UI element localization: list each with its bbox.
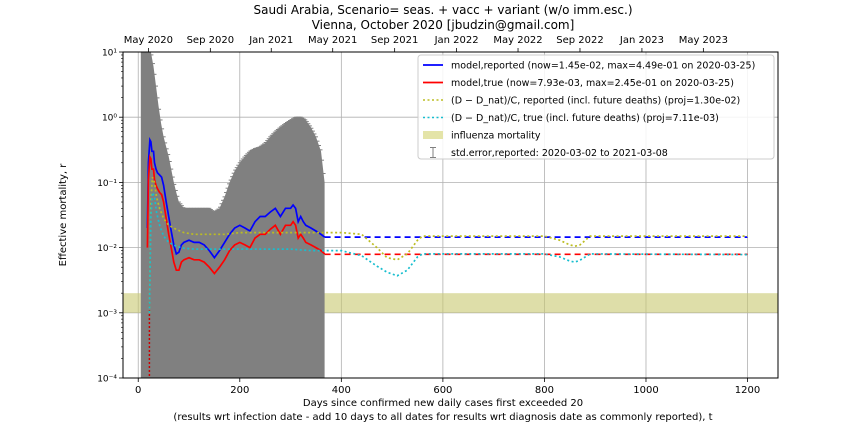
x-tick-label: 0 (135, 385, 141, 396)
legend: model,reported (now=1.45e-02, max=4.49e-… (417, 54, 775, 160)
top-tick-label: May 2022 (493, 35, 542, 46)
y-tick-label: 10⁻² (97, 244, 117, 254)
series-line (146, 154, 326, 275)
y-tick-label: 10⁻¹ (97, 179, 117, 189)
x-tick-label: 800 (535, 385, 554, 396)
top-tick-label: May 2021 (308, 35, 357, 46)
chart-subtitle: Vienna, October 2020 [jbudzin@gmail.com] (312, 18, 575, 32)
top-tick-label: May 2023 (679, 35, 728, 46)
y-tick-label: 10⁰ (102, 114, 117, 124)
top-tick-label: May 2020 (124, 35, 173, 46)
y-tick-label: 10⁻³ (97, 309, 117, 319)
top-tick-label: Sep 2021 (371, 35, 418, 46)
x-tick-label: 200 (230, 385, 249, 396)
x-tick-label: 1000 (633, 385, 658, 396)
axes-frame (122, 51, 779, 379)
x-tick-label: 600 (433, 385, 452, 396)
series-line (146, 136, 326, 260)
top-tick-label: Jan 2023 (619, 35, 664, 46)
legend-label: (D − D_nat)/C, true (incl. future deaths… (451, 113, 719, 124)
legend-box (417, 54, 775, 160)
x-axis-sublabel: (results wrt infection date - add 10 day… (173, 412, 712, 423)
legend-label: influenza mortality (451, 131, 541, 142)
legend-label: model,reported (now=1.45e-02, max=4.49e-… (451, 61, 755, 72)
legend-label: model,true (now=7.93e-03, max=2.45e-01 o… (451, 78, 734, 89)
x-tick-label: 1200 (735, 385, 760, 396)
top-tick-label: Jan 2022 (434, 35, 479, 46)
legend-label: std.error,reported: 2020-03-02 to 2021-0… (451, 148, 668, 159)
plot-contents (123, 52, 778, 378)
y-tick-label: 10⁻⁴ (97, 375, 117, 385)
x-tick-label: 400 (332, 385, 351, 396)
top-tick-label: Jan 2021 (248, 35, 293, 46)
series-line (148, 176, 748, 313)
x-axis-label: Days since confirmed new daily cases fir… (303, 398, 583, 409)
std-error-band (140, 52, 325, 378)
legend-swatch (423, 131, 443, 139)
top-tick-label: Sep 2020 (187, 35, 234, 46)
top-tick-label: Sep 2022 (556, 35, 603, 46)
y-tick-label: 10¹ (102, 49, 117, 59)
legend-label: (D − D_nat)/C, reported (incl. future de… (451, 96, 740, 107)
chart-title: Saudi Arabia, Scenario= seas. + vacc + v… (253, 3, 632, 17)
y-axis-label: Effective mortality, r (58, 163, 69, 267)
series-line (148, 189, 748, 313)
